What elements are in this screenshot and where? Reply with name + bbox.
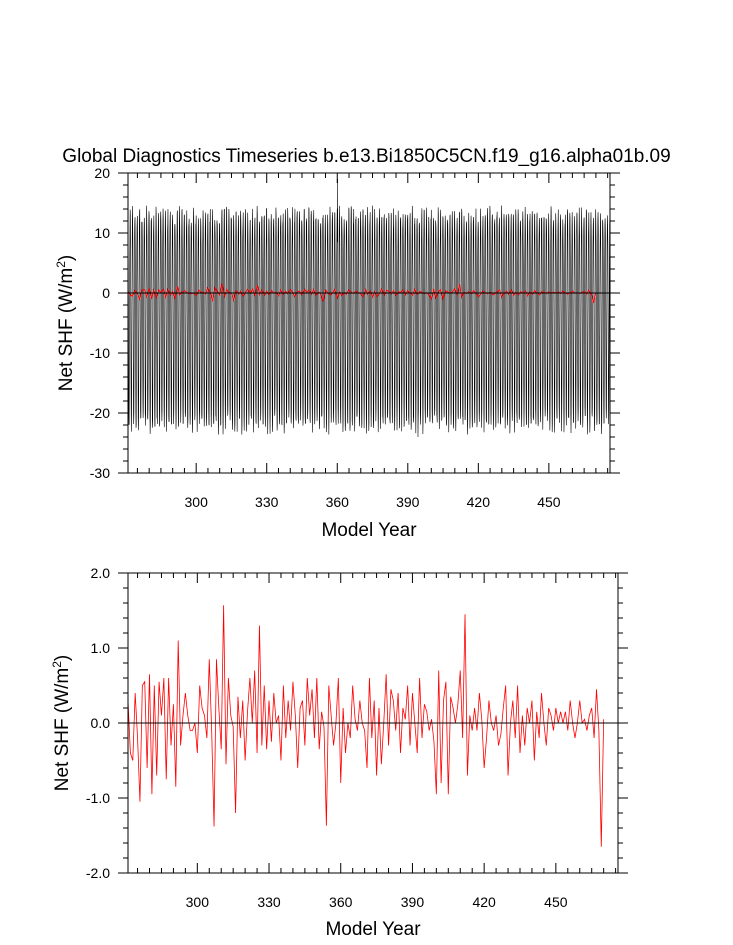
x-tick-label: 420 [472,894,496,910]
x-axis-label: Model Year [321,520,417,541]
plot-frame [127,172,611,474]
monthly-panel: 300 330 360 390 420 450 -30 -20 -10 0 10 20 Model Ye… [54,165,620,541]
x-tick-label: 420 [467,494,491,510]
x-tick-label: 330 [255,494,279,510]
chart-title: Global Diagnostics Timeseries b.e13.Bi18… [62,146,670,167]
x-tick-label: 300 [186,894,210,910]
y-tick-label: 20 [94,165,110,181]
x-tick-label: 330 [257,894,281,910]
y-tick-label: -2.0 [86,865,110,881]
y-label-main: Net SHF (W/m [56,268,77,392]
y-tick-label: -1.0 [86,790,110,806]
y-tick-label: 1.0 [91,640,111,656]
y-tick-label: -30 [90,465,110,481]
y-label-sup: 2 [50,661,64,668]
y-tick-label: -20 [90,405,110,421]
x-tick-label: 360 [326,494,350,510]
x-tick-label: 300 [185,494,209,510]
y-axis-label: Net SHF (W/m2) [50,655,73,792]
y-tick-label: 0 [102,285,110,301]
x-tick-label: 390 [401,894,425,910]
y-axis-label: Net SHF (W/m2) [54,255,77,392]
y-tick-label: -10 [90,345,110,361]
x-axis-label: Model Year [325,919,421,940]
y-tick-label: 0.0 [91,715,111,731]
annual-series-line [127,605,605,847]
monthly-series-line [127,178,611,438]
annual-panel: 300 330 360 390 420 450 -2.0 -1.0 0.0 1.0 2.0 Model… [50,565,628,940]
y-label-tail: ) [52,655,73,661]
y-label-tail: ) [56,255,77,261]
y-tick-label: 2.0 [91,565,111,581]
x-tick-label: 450 [537,494,561,510]
x-tick-label: 390 [396,494,420,510]
x-tick-label: 450 [544,894,568,910]
y-label-sup: 2 [54,261,68,268]
y-tick-label: 10 [94,225,110,241]
x-tick-label: 360 [329,894,353,910]
y-label-main: Net SHF (W/m [52,668,73,792]
